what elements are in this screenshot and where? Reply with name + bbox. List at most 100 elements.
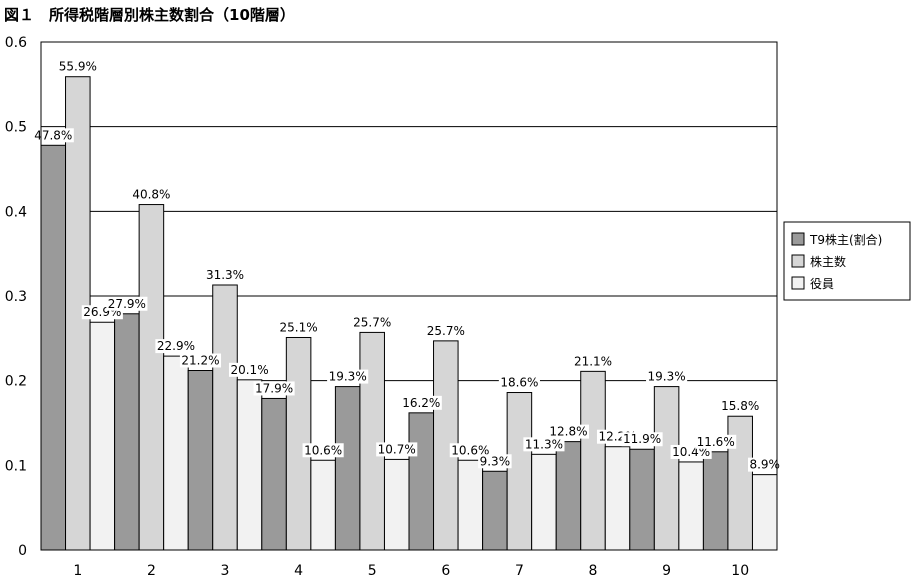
data-label: 21.1% [574,354,612,368]
data-label-background [228,362,271,377]
bar [457,459,484,551]
data-label: 20.1% [230,363,268,377]
data-label-background [747,457,782,472]
bar [359,331,385,551]
bar [187,370,214,551]
bar [40,144,67,551]
bar [261,397,287,551]
bar [653,386,680,551]
x-tick-label: 4 [294,563,303,579]
bar [408,412,435,551]
legend-label: 株主数 [810,254,846,269]
bars [40,76,778,551]
data-label: 10.6% [304,443,342,457]
data-label: 19.3% [648,370,686,384]
axes: 0 0.1 0.2 0.3 0.4 0.5 0.6 1 2 3 4 5 6 7 8 9 10 [5,35,778,579]
x-tick-label: 1 [73,563,82,579]
data-label-background [155,339,197,354]
legend-swatch [791,254,805,268]
data-label-background [130,187,172,202]
data-label: 25.7% [427,324,465,338]
data-label: 11.3% [525,437,563,451]
y-tick-label: 0.4 [5,204,27,220]
legend-box [783,221,911,301]
data-label-background [253,381,295,396]
data-label-background [57,59,99,74]
data-label-background [106,296,148,311]
data-label: 27.9% [108,297,146,311]
y-tick-label: 0.5 [5,120,27,136]
data-label-background [621,432,663,447]
data-label: 55.9% [59,60,97,74]
bar [629,448,655,551]
legend-label: 役員 [810,276,834,291]
data-label: 9.3% [480,454,511,468]
data-label-background [351,315,393,330]
y-tick-label: 0 [18,543,27,559]
x-tick-label: 8 [589,563,598,579]
bar [678,461,704,551]
bar [580,370,606,551]
bar [555,441,582,551]
data-label: 40.8% [132,188,170,202]
data-label-background [278,320,320,335]
bar [531,453,557,551]
x-tick-label: 10 [731,563,749,579]
bar [383,458,410,551]
bar [506,392,533,551]
data-label-background [478,454,512,469]
x-tick-label: 3 [221,563,230,579]
bar [702,451,729,551]
data-labels: 47.8%55.9%26.9%27.9%40.8%22.9%21.2%31.3%… [32,59,782,472]
x-tick-label: 6 [441,563,450,579]
data-label: 17.9% [255,381,293,395]
data-label: 18.6% [500,376,538,390]
data-label: 12.8% [549,425,587,439]
y-tick-label: 0.2 [5,374,27,390]
data-label: 10.6% [451,443,489,457]
data-label-background [32,128,74,143]
bar [114,313,140,551]
y-tick-label: 0.6 [5,35,27,51]
y-tick-label: 0.3 [5,289,27,305]
data-label-background [498,375,540,390]
bar [482,470,508,551]
data-label: 15.8% [721,399,759,413]
x-tick-label: 5 [368,563,377,579]
data-label: 47.8% [34,128,72,142]
plot-frame [40,41,778,551]
data-label: 25.1% [280,320,318,334]
data-label: 11.9% [623,432,661,446]
x-tick-label: 9 [662,563,671,579]
data-label: 8.9% [749,458,780,472]
data-label-background [719,399,761,414]
data-label-background [302,443,344,458]
data-label-background [449,443,491,458]
data-label-background [400,395,442,410]
x-tick-label: 7 [515,563,524,579]
legend-swatch [791,232,805,246]
data-label-background [646,369,688,384]
chart-title: 図１ 所得税階層別株主数割合（10階層） [4,6,295,24]
data-label: 25.7% [353,315,391,329]
data-label: 11.6% [697,435,735,449]
bar [163,355,189,551]
data-label: 21.2% [181,354,219,368]
data-label-background [425,323,467,338]
data-label: 16.2% [402,396,440,410]
data-label-background [572,354,614,369]
bar [236,379,263,551]
data-label-background [376,442,418,457]
data-label-background [547,424,590,439]
bar [751,474,778,551]
bar [212,284,238,551]
bar [89,321,116,551]
data-label: 10.7% [378,442,416,456]
x-tick-label: 2 [147,563,156,579]
y-tick-label: 0.1 [5,458,27,474]
legend-swatch [791,276,805,290]
bar [604,446,631,551]
bar [334,386,361,551]
data-label: 19.3% [329,370,367,384]
